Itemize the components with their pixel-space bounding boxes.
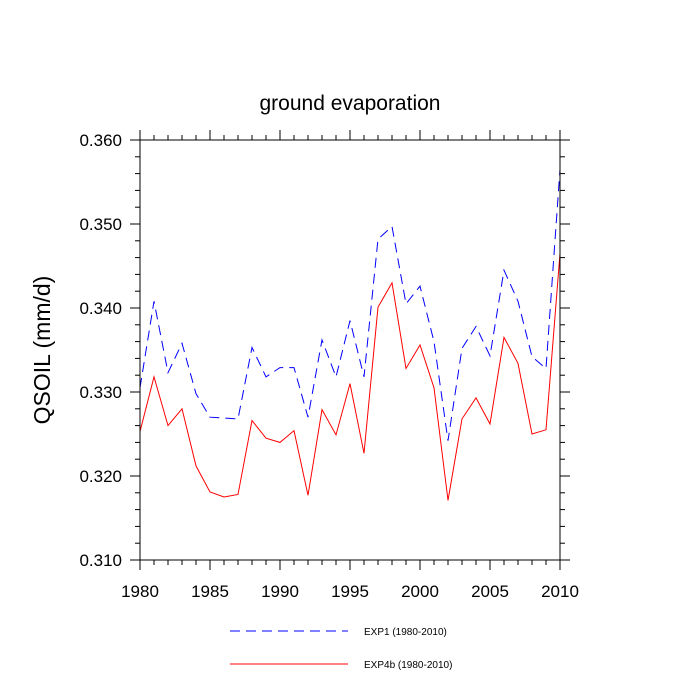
plot-frame	[139, 139, 561, 561]
y-tick-label: 0.350	[79, 215, 122, 234]
x-tick-labels: 1980 1985 1990 1995 2000 2005 2010	[121, 582, 579, 601]
y-tick-label: 0.340	[79, 299, 122, 318]
x-tick-label: 1980	[121, 582, 159, 601]
x-tick-label: 1995	[331, 582, 369, 601]
y-tick-label: 0.330	[79, 383, 122, 402]
y-tick-label: 0.360	[79, 131, 122, 150]
x-tick-label: 2010	[541, 582, 579, 601]
x-tick-label: 1985	[191, 582, 229, 601]
legend-label-1: EXP1 (1980-2010)	[364, 627, 447, 638]
legend-label-2: EXP4b (1980-2010)	[364, 660, 452, 671]
y-axis-label: QSOIL (mm/d)	[29, 276, 55, 425]
chart-title: ground evaporation	[260, 92, 441, 115]
x-tick-label: 2000	[401, 582, 439, 601]
x-tick-label: 2005	[471, 582, 509, 601]
axis-ticks	[130, 130, 570, 570]
y-tick-labels: 0.310 0.320 0.330 0.340 0.350 0.360	[79, 131, 122, 570]
y-tick-label: 0.320	[79, 467, 122, 486]
x-tick-label: 1990	[261, 582, 299, 601]
data-series	[139, 169, 561, 501]
series-line-2	[139, 253, 561, 501]
series-line-1	[139, 169, 561, 441]
y-tick-label: 0.310	[79, 551, 122, 570]
legend: EXP1 (1980-2010) EXP4b (1980-2010)	[230, 627, 452, 671]
